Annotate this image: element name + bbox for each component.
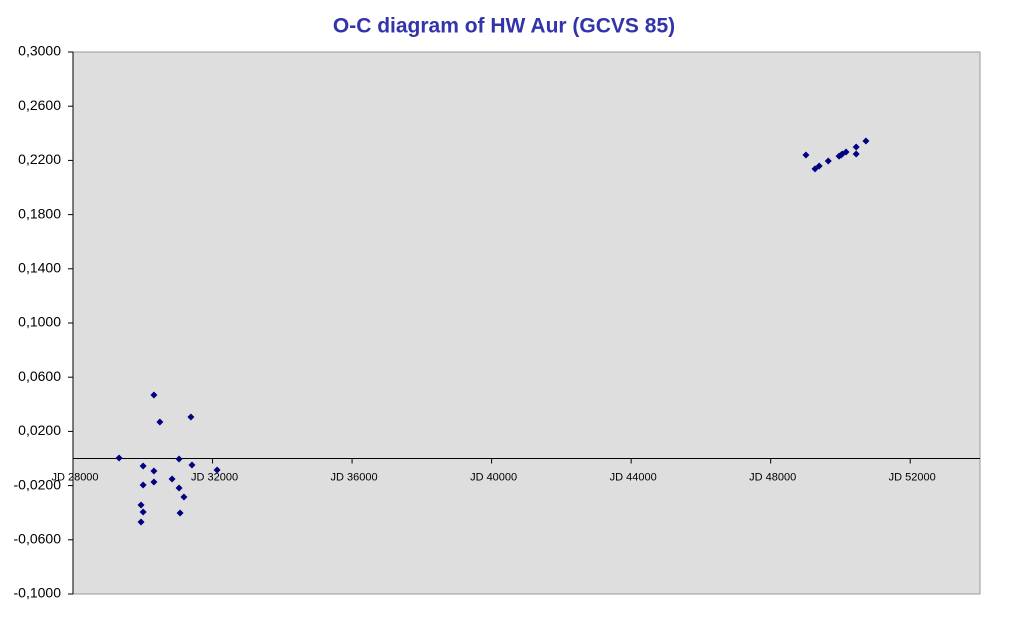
data-point <box>852 143 860 151</box>
y-tick-label: 0,1000 <box>18 314 61 330</box>
x-tick-label: JD 28000 <box>51 471 98 483</box>
y-tick-label: -0,0200 <box>14 476 62 492</box>
x-tick-label: JD 32000 <box>191 471 238 483</box>
plot-area <box>72 51 981 595</box>
data-point <box>175 484 183 492</box>
data-point <box>188 461 196 469</box>
y-tick-label: 0,3000 <box>18 43 61 59</box>
data-point <box>824 157 832 165</box>
data-point <box>150 391 158 399</box>
y-tick-label: 0,2600 <box>18 97 61 113</box>
y-tick-label: -0,1000 <box>14 585 62 601</box>
data-point <box>852 150 860 158</box>
data-point <box>137 501 145 509</box>
y-tick-label: 0,0600 <box>18 368 61 384</box>
data-point <box>150 467 158 475</box>
data-point <box>115 454 123 462</box>
y-tick-label: 0,2200 <box>18 151 61 167</box>
y-tick-label: 0,1400 <box>18 260 61 276</box>
y-tick-label: 0,0200 <box>18 422 61 438</box>
y-tick-label: -0,0600 <box>14 531 62 547</box>
data-point <box>168 475 176 483</box>
data-point <box>139 462 147 470</box>
data-point <box>176 509 184 517</box>
data-point <box>213 466 221 474</box>
data-point <box>187 413 195 421</box>
x-tick-label: JD 52000 <box>889 471 936 483</box>
x-tick-label: JD 40000 <box>470 471 517 483</box>
data-point <box>139 508 147 516</box>
data-point <box>842 148 850 156</box>
data-point <box>837 151 845 159</box>
chart-title: O-C diagram of HW Aur (GCVS 85) <box>333 15 675 38</box>
x-tick-label: JD 36000 <box>331 471 378 483</box>
data-point <box>139 481 147 489</box>
x-tick-label: JD 48000 <box>749 471 796 483</box>
data-point <box>175 455 183 463</box>
data-point <box>150 478 158 486</box>
data-point <box>802 151 810 159</box>
data-point <box>137 518 145 526</box>
x-tick-label: JD 44000 <box>610 471 657 483</box>
y-tick-label: 0,1800 <box>18 205 61 221</box>
data-point <box>180 493 188 501</box>
data-point <box>811 165 819 173</box>
data-point <box>815 162 823 170</box>
data-point <box>862 137 870 145</box>
data-point <box>156 418 164 426</box>
